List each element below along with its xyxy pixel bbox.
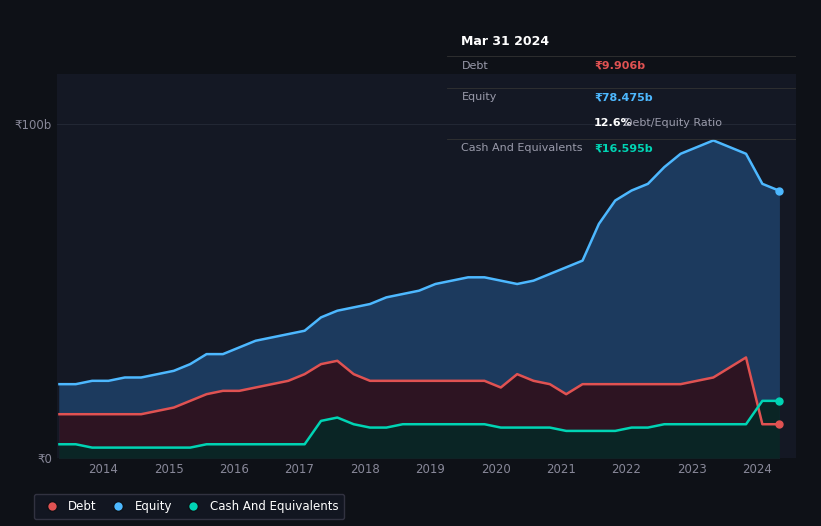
Text: Cash And Equivalents: Cash And Equivalents — [461, 143, 583, 153]
Text: Mar 31 2024: Mar 31 2024 — [461, 35, 549, 48]
Text: ₹9.906b: ₹9.906b — [594, 61, 645, 71]
Text: 12.6%: 12.6% — [594, 118, 633, 128]
Legend: Debt, Equity, Cash And Equivalents: Debt, Equity, Cash And Equivalents — [34, 494, 344, 519]
Text: Debt/Equity Ratio: Debt/Equity Ratio — [624, 118, 722, 128]
Text: ₹16.595b: ₹16.595b — [594, 143, 653, 153]
Text: Equity: Equity — [461, 92, 497, 102]
Text: ₹78.475b: ₹78.475b — [594, 92, 653, 102]
Text: Debt: Debt — [461, 61, 488, 71]
Point — [772, 186, 785, 195]
Point — [772, 420, 785, 429]
Point — [772, 397, 785, 405]
